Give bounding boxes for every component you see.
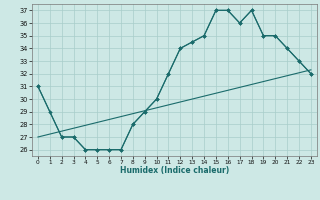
X-axis label: Humidex (Indice chaleur): Humidex (Indice chaleur)	[120, 166, 229, 175]
